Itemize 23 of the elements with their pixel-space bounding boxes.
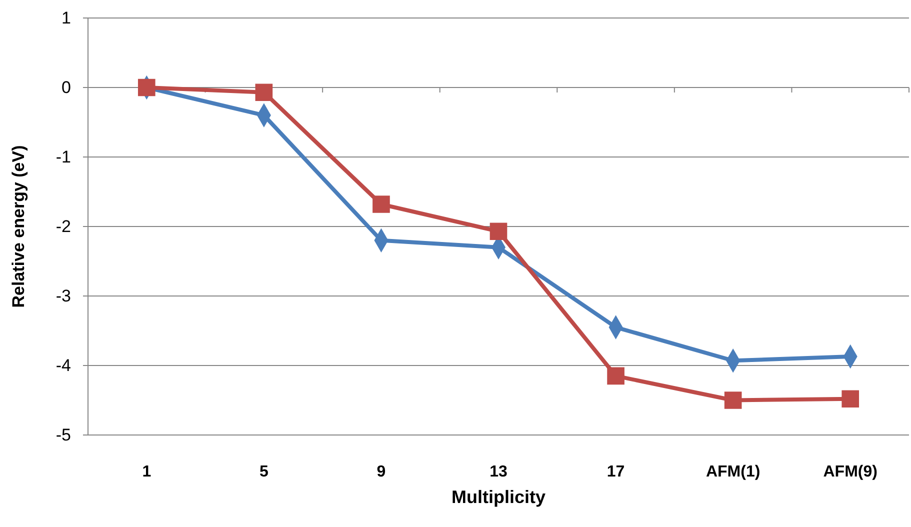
x-tick-label: 9	[376, 463, 386, 480]
point	[607, 367, 624, 385]
x-tick-label: 5	[259, 463, 268, 480]
x-tick-label: AFM(1)	[706, 463, 760, 480]
point	[255, 84, 273, 102]
y-tick-label: -1	[56, 147, 71, 166]
point	[138, 78, 156, 96]
point	[842, 390, 860, 408]
y-tick-label: -4	[56, 356, 71, 375]
y-tick-label: 1	[62, 8, 71, 28]
x-axis-title: Multiplicity	[452, 487, 546, 507]
y-axis-title: Relative energy (eV)	[9, 145, 28, 308]
y-tick-label: -3	[56, 286, 71, 306]
x-tick-label: 17	[606, 463, 625, 480]
x-tick-label: 13	[490, 463, 508, 480]
x-tick-label: AFM(9)	[823, 463, 878, 480]
point	[490, 222, 508, 240]
y-tick-label: -5	[56, 425, 71, 444]
point	[724, 392, 742, 409]
point	[372, 196, 390, 213]
x-tick-label: 1	[142, 463, 152, 480]
y-tick-label: 0	[62, 78, 71, 97]
y-tick-label: -2	[56, 216, 71, 236]
